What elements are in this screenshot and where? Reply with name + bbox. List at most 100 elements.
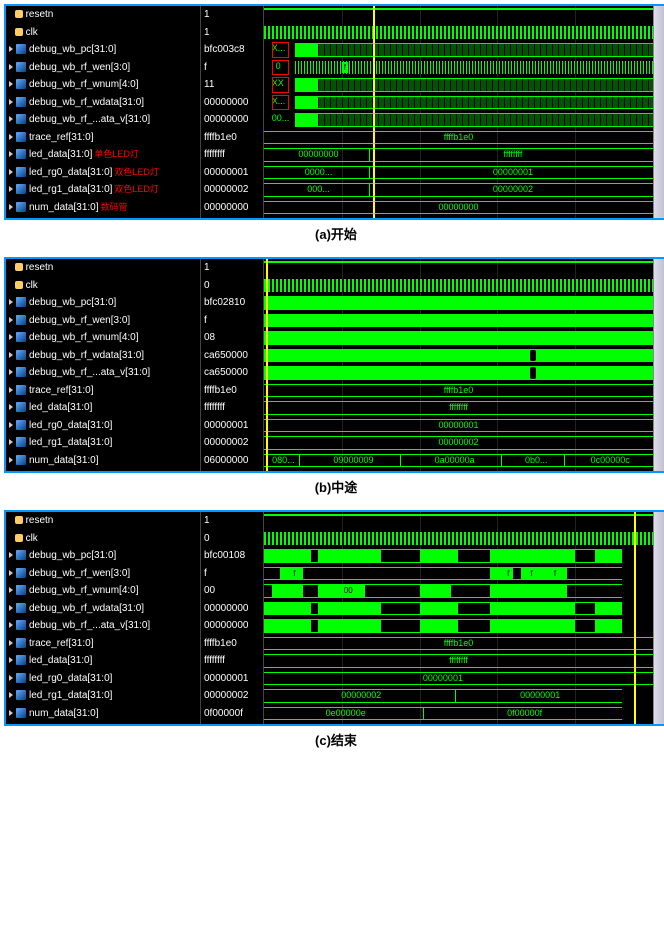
signal-wave-row[interactable] bbox=[264, 312, 653, 330]
vertical-scrollbar[interactable] bbox=[653, 512, 664, 724]
signal-name-row[interactable]: debug_wb_rf_wnum[4:0] bbox=[6, 582, 200, 600]
signal-wave-row[interactable]: 00000000ffffffff bbox=[264, 146, 653, 164]
signal-name-row[interactable]: led_rg1_data[31:0] bbox=[6, 687, 200, 705]
expand-icon[interactable] bbox=[9, 552, 13, 558]
expand-icon[interactable] bbox=[9, 675, 13, 681]
expand-icon[interactable] bbox=[9, 587, 13, 593]
signal-wave-row[interactable] bbox=[264, 329, 653, 347]
signal-wave-row[interactable] bbox=[264, 294, 653, 312]
signal-name-row[interactable]: resetn bbox=[6, 259, 200, 277]
expand-icon[interactable] bbox=[9, 99, 13, 105]
signal-wave-row[interactable] bbox=[264, 530, 653, 548]
signal-wave-row[interactable] bbox=[264, 24, 653, 42]
signal-wave-row[interactable]: 080...090000090a00000a0b0...0c00000c bbox=[264, 452, 653, 470]
signal-name-row[interactable]: clk bbox=[6, 277, 200, 295]
signal-wave-row[interactable]: 00 bbox=[264, 582, 653, 600]
signal-name-row[interactable]: debug_wb_pc[31:0] bbox=[6, 547, 200, 565]
expand-icon[interactable] bbox=[9, 622, 13, 628]
expand-icon[interactable] bbox=[9, 457, 13, 463]
signal-name-row[interactable]: led_rg1_data[31:0] bbox=[6, 434, 200, 452]
expand-icon[interactable] bbox=[9, 352, 13, 358]
time-cursor[interactable] bbox=[373, 6, 375, 218]
signal-wave-row[interactable]: 00... bbox=[264, 111, 653, 129]
signal-name-row[interactable]: led_rg1_data[31:0]双色LED灯 bbox=[6, 181, 200, 199]
signal-wave-row[interactable]: ffffffff bbox=[264, 399, 653, 417]
vertical-scrollbar[interactable] bbox=[653, 259, 664, 471]
expand-icon[interactable] bbox=[9, 369, 13, 375]
signal-wave-row[interactable]: 000...00000002 bbox=[264, 181, 653, 199]
signal-name-row[interactable]: led_rg0_data[31:0]双色LED灯 bbox=[6, 164, 200, 182]
signal-wave-row[interactable] bbox=[264, 547, 653, 565]
signal-name-row[interactable]: clk bbox=[6, 530, 200, 548]
expand-icon[interactable] bbox=[9, 299, 13, 305]
signal-name-row[interactable]: debug_wb_rf_...ata_v[31:0] bbox=[6, 617, 200, 635]
waveform-column[interactable]: ffff00 ffffb1e0ffffffff000000010000000200… bbox=[264, 512, 653, 724]
signal-name-row[interactable]: debug_wb_pc[31:0] bbox=[6, 41, 200, 59]
signal-name-row[interactable]: debug_wb_rf_wen[3:0] bbox=[6, 312, 200, 330]
signal-wave-row[interactable]: XX bbox=[264, 76, 653, 94]
signal-wave-row[interactable]: 0000000200000001 bbox=[264, 687, 653, 705]
signal-wave-row[interactable]: ffffb1e0 bbox=[264, 635, 653, 653]
signal-wave-row[interactable]: ffffb1e0 bbox=[264, 382, 653, 400]
expand-icon[interactable] bbox=[9, 422, 13, 428]
signal-name-row[interactable]: led_rg0_data[31:0] bbox=[6, 670, 200, 688]
signal-name-row[interactable]: debug_wb_rf_wdata[31:0] bbox=[6, 347, 200, 365]
signal-wave-row[interactable]: 0e00000e0f00000f bbox=[264, 705, 653, 723]
expand-icon[interactable] bbox=[9, 657, 13, 663]
signal-name-row[interactable]: num_data[31:0]数码管 bbox=[6, 199, 200, 217]
signal-name-row[interactable]: debug_wb_rf_wdata[31:0] bbox=[6, 600, 200, 618]
signal-name-row[interactable]: num_data[31:0] bbox=[6, 705, 200, 723]
signal-wave-row[interactable] bbox=[264, 512, 653, 530]
expand-icon[interactable] bbox=[9, 605, 13, 611]
signal-name-row[interactable]: trace_ref[31:0] bbox=[6, 635, 200, 653]
signal-name-row[interactable]: debug_wb_rf_wen[3:0] bbox=[6, 565, 200, 583]
signal-wave-row[interactable]: 00000001 bbox=[264, 417, 653, 435]
signal-name-row[interactable]: resetn bbox=[6, 512, 200, 530]
expand-icon[interactable] bbox=[9, 204, 13, 210]
signal-name-row[interactable]: led_data[31:0]单色LED灯 bbox=[6, 146, 200, 164]
expand-icon[interactable] bbox=[9, 334, 13, 340]
expand-icon[interactable] bbox=[9, 317, 13, 323]
signal-wave-row[interactable]: ffffb1e0 bbox=[264, 129, 653, 147]
signal-name-row[interactable]: debug_wb_rf_...ata_v[31:0] bbox=[6, 111, 200, 129]
waveform-column[interactable]: X...f0XXX...00...ffffb1e000000000fffffff… bbox=[264, 6, 653, 218]
expand-icon[interactable] bbox=[9, 439, 13, 445]
signal-wave-row[interactable] bbox=[264, 600, 653, 618]
expand-icon[interactable] bbox=[9, 570, 13, 576]
signal-wave-row[interactable]: ffffffff bbox=[264, 652, 653, 670]
expand-icon[interactable] bbox=[9, 46, 13, 52]
signal-name-row[interactable]: debug_wb_rf_wnum[4:0] bbox=[6, 329, 200, 347]
signal-wave-row[interactable] bbox=[264, 617, 653, 635]
time-cursor[interactable] bbox=[266, 259, 268, 471]
expand-icon[interactable] bbox=[9, 404, 13, 410]
signal-name-row[interactable]: debug_wb_rf_...ata_v[31:0] bbox=[6, 364, 200, 382]
signal-name-row[interactable]: clk bbox=[6, 24, 200, 42]
signal-wave-row[interactable] bbox=[264, 347, 653, 365]
signal-name-row[interactable]: num_data[31:0] bbox=[6, 452, 200, 470]
signal-name-row[interactable]: led_data[31:0] bbox=[6, 652, 200, 670]
vertical-scrollbar[interactable] bbox=[653, 6, 664, 218]
expand-icon[interactable] bbox=[9, 692, 13, 698]
signal-name-row[interactable]: trace_ref[31:0] bbox=[6, 382, 200, 400]
signal-name-row[interactable]: resetn bbox=[6, 6, 200, 24]
signal-wave-row[interactable]: ffff bbox=[264, 565, 653, 583]
signal-wave-row[interactable]: 00000001 bbox=[264, 670, 653, 688]
expand-icon[interactable] bbox=[9, 186, 13, 192]
expand-icon[interactable] bbox=[9, 64, 13, 70]
expand-icon[interactable] bbox=[9, 134, 13, 140]
signal-wave-row[interactable] bbox=[264, 6, 653, 24]
signal-name-row[interactable]: debug_wb_rf_wen[3:0] bbox=[6, 59, 200, 77]
signal-name-row[interactable]: led_rg0_data[31:0] bbox=[6, 417, 200, 435]
signal-wave-row[interactable]: 00000000 bbox=[264, 199, 653, 217]
signal-wave-row[interactable]: X... bbox=[264, 41, 653, 59]
waveform-column[interactable]: ffffb1e0ffffffff0000000100000002080...09… bbox=[264, 259, 653, 471]
signal-wave-row[interactable] bbox=[264, 259, 653, 277]
expand-icon[interactable] bbox=[9, 387, 13, 393]
expand-icon[interactable] bbox=[9, 169, 13, 175]
signal-wave-row[interactable]: f0 bbox=[264, 59, 653, 77]
signal-wave-row[interactable]: 00000002 bbox=[264, 434, 653, 452]
signal-name-row[interactable]: debug_wb_pc[31:0] bbox=[6, 294, 200, 312]
signal-name-row[interactable]: debug_wb_rf_wdata[31:0] bbox=[6, 94, 200, 112]
signal-wave-row[interactable] bbox=[264, 277, 653, 295]
signal-wave-row[interactable]: X... bbox=[264, 94, 653, 112]
